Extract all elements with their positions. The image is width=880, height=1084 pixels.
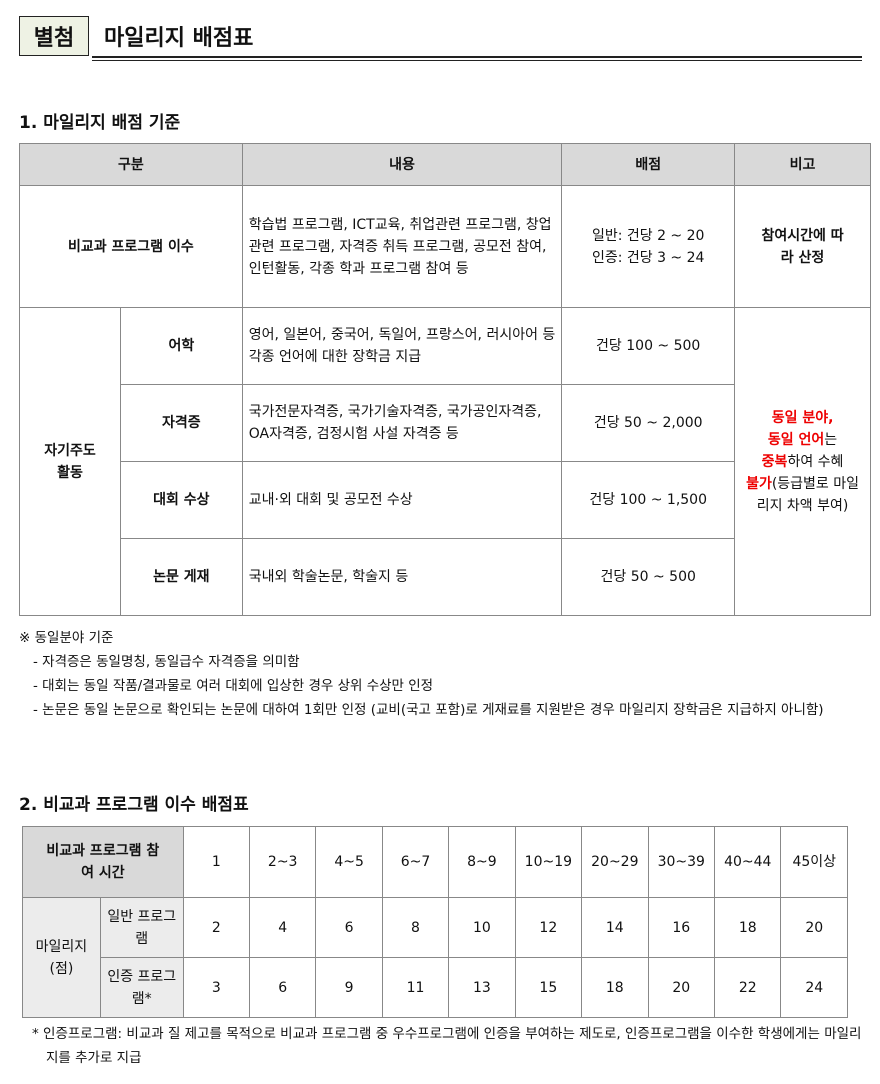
certified-score-cell: 13	[448, 957, 516, 1018]
certified-label: 인증 프로그램*	[99, 957, 184, 1018]
group-label: 자기주도 활동	[19, 307, 121, 616]
row-content: 영어, 일본어, 중국어, 독일어, 프랑스어, 러시아어 등 각종 언어에 대…	[241, 307, 563, 385]
program-score-table: 비교과 프로그램 참여 시간 1 2~3 4~5 6~7 8~9 10~19 20~29 30~…	[22, 826, 848, 1018]
certified-score-cell: 6	[248, 957, 317, 1018]
row-score: 건당 100 ~ 1,500	[561, 461, 736, 539]
general-score-cell: 4	[248, 897, 317, 958]
certified-score-cell: 3	[182, 957, 250, 1018]
certified-score-cell: 15	[514, 957, 583, 1018]
certified-score-cell: 11	[381, 957, 450, 1018]
certified-score-cell: 9	[315, 957, 383, 1018]
remark-red: 중복	[761, 453, 788, 470]
hour-cell: 30~39	[647, 826, 716, 898]
general-label: 일반 프로그램	[99, 897, 184, 958]
row-score: 건당 100 ~ 500	[561, 307, 736, 385]
col-remark: 비고	[734, 143, 871, 186]
row-content: 국내외 학술논문, 학술지 등	[241, 538, 563, 616]
certified-score-cell: 20	[647, 957, 716, 1018]
general-score-cell: 14	[581, 897, 649, 958]
sub-category: 어학	[119, 307, 243, 385]
sub-category: 논문 게재	[119, 538, 243, 616]
row-content: 교내·외 대회 및 공모전 수상	[241, 461, 563, 539]
general-score-cell: 16	[647, 897, 716, 958]
general-score-cell: 6	[315, 897, 383, 958]
remark-red: 불가	[746, 475, 772, 492]
hour-cell: 6~7	[381, 826, 450, 898]
row-score: 건당 50 ~ 2,000	[561, 384, 736, 462]
general-score-cell: 8	[381, 897, 450, 958]
hour-cell: 45이상	[780, 826, 848, 898]
note-title: ※ 동일분야 기준	[19, 630, 114, 646]
mileage-label: 마일리지 (점)	[22, 897, 101, 1018]
note-item: - 논문은 동일 논문으로 확인되는 논문에 대하여 1회만 인정 (교비(국고…	[33, 702, 824, 718]
row-score: 건당 50 ~ 500	[561, 538, 736, 616]
note-item: - 자격증은 동일명칭, 동일급수 자격증을 의미함	[33, 654, 300, 670]
row-content: 학습법 프로그램, ICT교육, 취업관련 프로그램, 창업관련 프로그램, 자…	[241, 185, 563, 308]
section2-heading: 2. 비교과 프로그램 이수 배점표	[19, 795, 249, 815]
row-score: 일반: 건당 2 ~ 20 인증: 건당 3 ~ 24	[561, 185, 736, 308]
certified-score-cell: 24	[780, 957, 848, 1018]
score-certified: 인증: 건당 3 ~ 24	[591, 249, 705, 266]
remark-text: (등급별로 마일리지 차액 부여)	[756, 475, 860, 514]
appendix-tag: 별첨	[19, 16, 89, 56]
hour-cell: 1	[182, 826, 250, 898]
notes: ※ 동일분야 기준 - 자격증은 동일명칭, 동일급수 자격증을 의미함 - 대…	[19, 626, 864, 722]
score-general: 일반: 건당 2 ~ 20	[591, 227, 705, 244]
sub-category: 자격증	[119, 384, 243, 462]
section1-heading: 1. 마일리지 배점 기준	[19, 113, 181, 133]
remark-text: 하여 수혜	[787, 453, 844, 470]
col-score: 배점	[561, 143, 736, 186]
criteria-table: 구분 내용 배점 비고 비교과 프로그램 이수 학습법 프로그램, ICT교육, 취업관…	[19, 143, 871, 616]
row-category: 비교과 프로그램 이수	[19, 185, 243, 308]
general-score-cell: 2	[182, 897, 250, 958]
sub-category: 대회 수상	[119, 461, 243, 539]
note-item: - 대회는 동일 작품/결과물로 여러 대회에 입상한 경우 상위 수상만 인정	[33, 678, 434, 694]
remark-red: 동일 분야,	[771, 409, 834, 426]
col-category: 구분	[19, 143, 243, 186]
certified-score-cell: 22	[714, 957, 782, 1018]
row-remark: 참여시간에 따라 산정	[734, 185, 871, 308]
general-score-cell: 18	[714, 897, 782, 958]
hour-cell: 20~29	[581, 826, 649, 898]
row-content: 국가전문자격증, 국가기술자격증, 국가공인자격증, OA자격증, 검정시험 사…	[241, 384, 563, 462]
hour-cell: 10~19	[514, 826, 583, 898]
remark-red: 동일 언어	[767, 431, 825, 448]
remark-text: 는	[824, 431, 838, 448]
hour-cell: 4~5	[315, 826, 383, 898]
hour-cell: 2~3	[248, 826, 317, 898]
title-rule	[92, 56, 862, 61]
page-title: 마일리지 배점표	[104, 26, 254, 51]
footnote: * 인증프로그램: 비교과 질 제고를 목적으로 비교과 프로그램 중 우수프로…	[32, 1026, 862, 1066]
general-score-cell: 10	[448, 897, 516, 958]
corner-header: 비교과 프로그램 참여 시간	[22, 826, 184, 898]
general-score-cell: 12	[514, 897, 583, 958]
col-content: 내용	[241, 143, 563, 186]
hour-cell: 8~9	[448, 826, 516, 898]
certified-score-cell: 18	[581, 957, 649, 1018]
hour-cell: 40~44	[714, 826, 782, 898]
general-score-cell: 20	[780, 897, 848, 958]
